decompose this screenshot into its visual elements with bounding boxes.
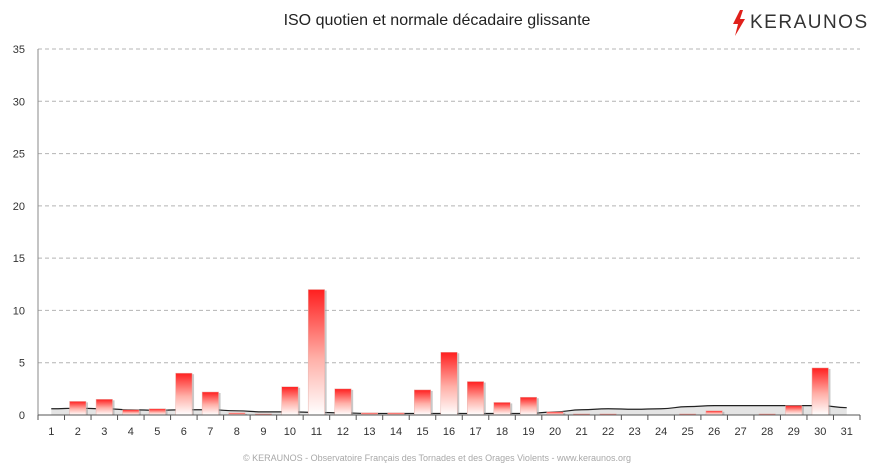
bar [201,391,219,416]
x-tick-label: 16 [443,426,455,438]
bar [705,410,723,416]
x-tick-label: 1 [48,426,54,438]
brand-name: KERAUNOS [750,12,869,33]
y-tick-label: 10 [13,305,25,317]
y-tick-label: 15 [13,253,25,265]
chart-title: ISO quotien et normale décadaire glissan… [283,12,591,29]
bar [811,367,829,416]
x-tick-label: 28 [761,426,773,438]
x-tick-label: 8 [234,426,240,438]
x-tick-label: 6 [181,426,187,438]
bar [785,405,803,416]
x-tick-label: 17 [469,426,481,438]
bar [414,389,431,416]
x-tick-label: 19 [522,426,534,438]
x-tick-label: 5 [154,426,160,438]
bar [493,402,511,416]
x-tick-label: 3 [101,426,107,438]
x-tick-label: 23 [628,426,640,438]
bar [175,372,193,416]
normal-area-fill [51,405,847,415]
x-tick-label: 13 [363,426,375,438]
x-tick-label: 22 [602,426,614,438]
x-tick-label: 10 [284,426,296,438]
x-tick-label: 11 [311,426,322,438]
lightning-icon [733,10,745,36]
y-tick-label: 0 [19,410,25,422]
x-tick-label: 7 [207,426,213,438]
y-tick-label: 35 [13,44,25,56]
y-tick-label: 30 [13,96,25,108]
x-tick-label: 24 [655,426,667,438]
gridlines [38,48,860,364]
x-tick-label: 2 [75,426,81,438]
x-tick-label: 14 [390,426,402,438]
x-tick-label: 12 [337,426,349,438]
y-tick-label: 25 [13,149,25,161]
x-tick-label: 9 [260,426,266,438]
bar [95,399,113,416]
bar [307,289,325,416]
x-tick-label: 25 [682,426,694,438]
y-tick-label: 20 [13,201,25,213]
x-tick-label: 27 [735,426,747,438]
bar [281,386,299,416]
x-tick-label: 26 [708,426,720,438]
x-tick-label: 4 [128,426,134,438]
x-tick-label: 18 [496,426,508,438]
bars [69,289,831,416]
footer-credit: © KERAUNOS - Observatoire Français des T… [243,453,631,463]
bar [148,408,166,416]
bar [520,396,538,416]
bar [69,401,87,416]
x-tick-label: 15 [416,426,428,438]
bar [467,381,484,416]
y-tick-label: 5 [19,358,25,370]
x-tick-label: 30 [814,426,826,438]
x-tick-label: 20 [549,426,561,438]
keraunos-logo: KERAUNOS [732,9,869,37]
x-tick-label: 29 [788,426,800,438]
bar [440,352,458,416]
bar [334,388,352,416]
x-tick-label: 21 [575,426,587,438]
x-tick-label: 31 [841,426,853,438]
bar [122,409,140,416]
